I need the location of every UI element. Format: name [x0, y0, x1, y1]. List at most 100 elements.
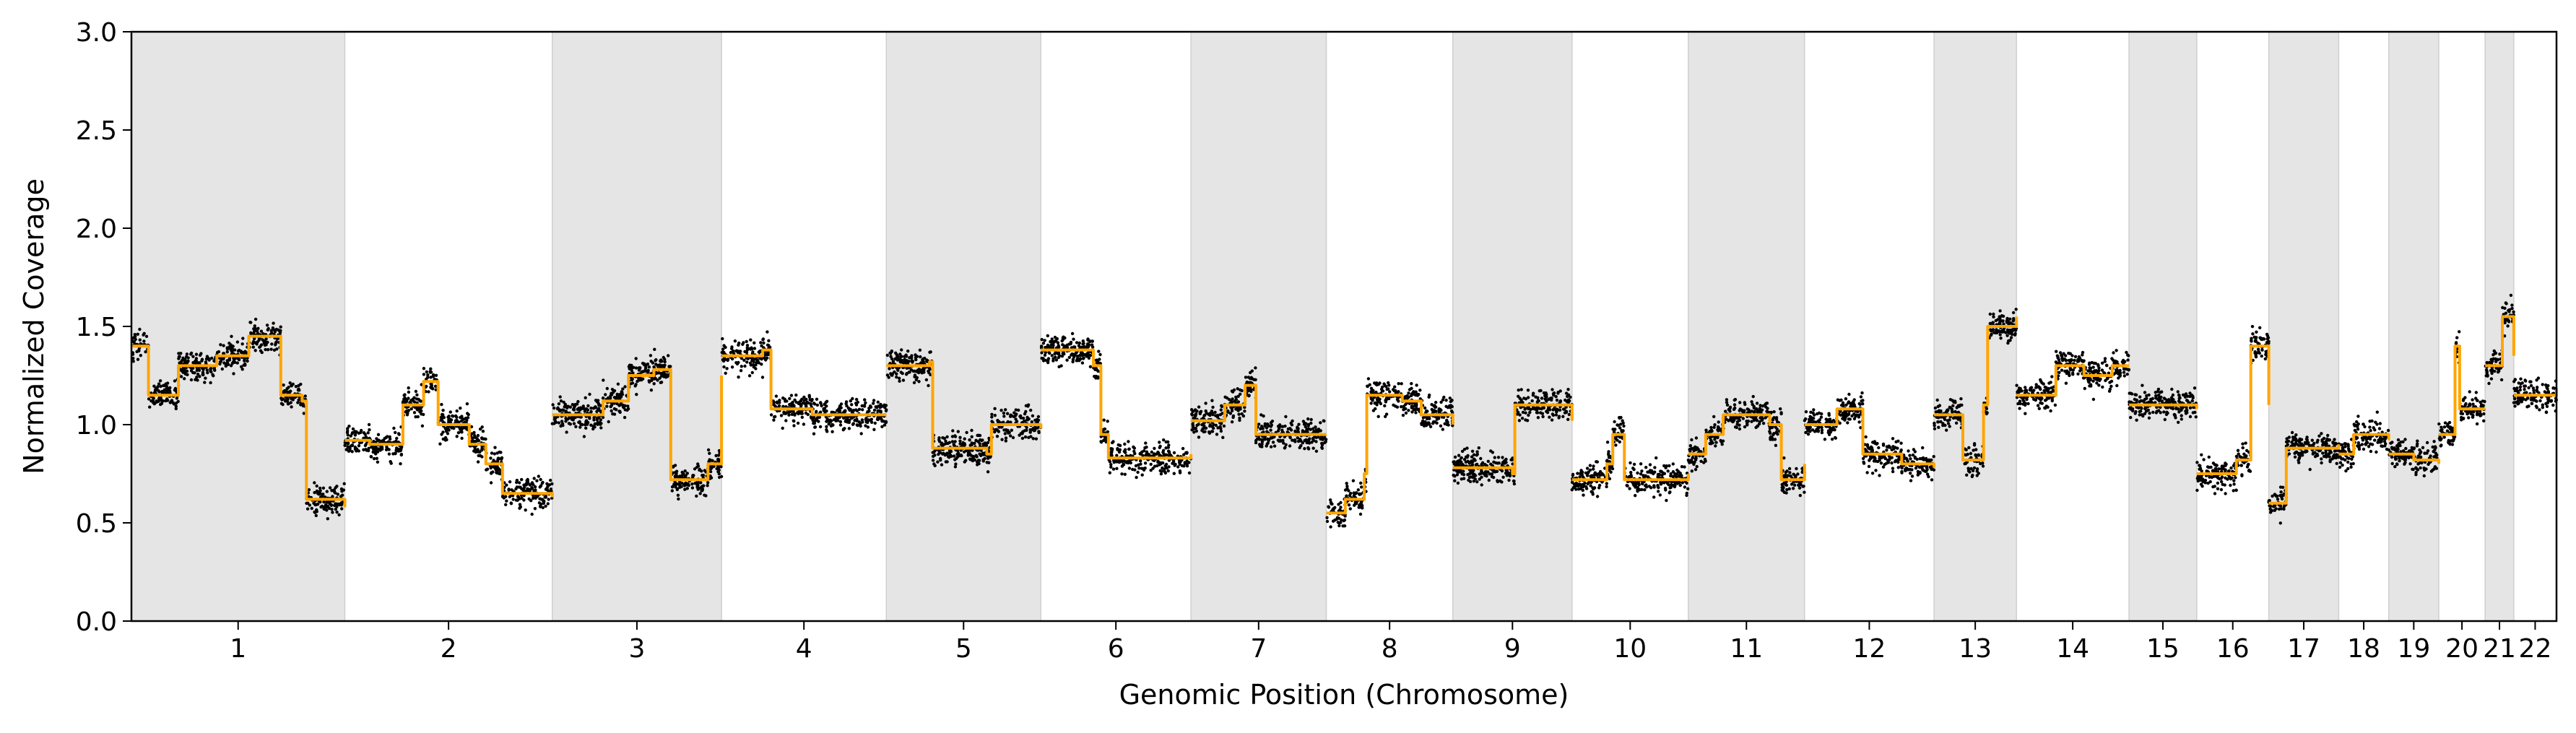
coverage-point: [716, 469, 720, 474]
coverage-point: [1611, 428, 1615, 431]
coverage-point: [749, 338, 753, 342]
coverage-point: [825, 409, 828, 413]
coverage-point: [734, 349, 738, 353]
coverage-point: [1090, 343, 1094, 347]
coverage-point: [253, 349, 257, 352]
coverage-point: [658, 376, 662, 380]
coverage-point: [508, 495, 512, 498]
coverage-point: [230, 362, 234, 365]
coverage-point: [131, 360, 135, 363]
coverage-point: [193, 371, 196, 375]
coverage-point: [700, 469, 703, 473]
coverage-point: [607, 420, 610, 424]
coverage-point: [1103, 428, 1106, 431]
coverage-point: [409, 407, 413, 411]
coverage-point: [706, 484, 709, 487]
coverage-point: [893, 357, 897, 361]
coverage-point: [1470, 455, 1474, 459]
coverage-point: [431, 387, 435, 391]
coverage-point: [706, 481, 710, 485]
coverage-point: [1036, 415, 1041, 419]
coverage-point: [1166, 440, 1170, 444]
coverage-point: [1070, 331, 1075, 336]
coverage-point: [1622, 424, 1626, 428]
coverage-point: [222, 344, 225, 347]
coverage-point: [1583, 481, 1587, 485]
coverage-point: [1314, 428, 1319, 432]
coverage-point: [725, 367, 729, 370]
coverage-point: [431, 373, 435, 377]
chromosome-band-9: [1452, 31, 1573, 622]
coverage-point: [321, 486, 326, 490]
coverage-point: [882, 423, 887, 427]
coverage-point: [533, 485, 537, 489]
coverage-point: [987, 436, 991, 441]
coverage-point: [533, 507, 537, 511]
coverage-point: [231, 352, 235, 355]
coverage-point: [815, 397, 819, 401]
coverage-point: [685, 487, 689, 490]
coverage-point: [201, 366, 204, 370]
coverage-point: [1234, 397, 1239, 402]
coverage-point: [375, 456, 378, 460]
coverage-point: [855, 419, 859, 422]
coverage-point: [1518, 396, 1522, 400]
coverage-point: [1238, 416, 1241, 420]
coverage-point: [1488, 472, 1491, 476]
coverage-point: [532, 482, 535, 487]
coverage-point: [966, 451, 971, 455]
coverage-point: [859, 432, 863, 435]
coverage-point: [673, 464, 677, 467]
coverage-point: [1668, 490, 1672, 494]
coverage-point: [767, 339, 771, 342]
coverage-point: [1309, 417, 1313, 422]
coverage-point: [384, 448, 389, 451]
coverage-point: [708, 451, 711, 455]
coverage-point: [684, 481, 688, 485]
coverage-point: [1353, 501, 1358, 505]
coverage-point: [339, 502, 342, 506]
coverage-point: [1564, 398, 1567, 402]
coverage-point: [1709, 438, 1713, 442]
coverage-point: [1262, 414, 1265, 418]
coverage-point: [609, 396, 612, 400]
coverage-point: [936, 460, 940, 464]
coverage-point: [1551, 408, 1555, 412]
coverage-point: [1465, 446, 1469, 450]
coverage-point: [290, 384, 293, 388]
coverage-point: [340, 507, 344, 511]
coverage-point: [1061, 338, 1065, 342]
coverage-point: [792, 419, 796, 423]
coverage-point: [455, 409, 459, 413]
coverage-point: [921, 357, 925, 361]
coverage-point: [281, 397, 285, 402]
coverage-point: [204, 376, 207, 380]
coverage-point: [963, 443, 967, 447]
coverage-point: [1483, 463, 1487, 467]
coverage-point: [1141, 454, 1145, 458]
coverage-point: [1178, 462, 1182, 467]
coverage-point: [315, 503, 318, 506]
coverage-point: [1189, 408, 1194, 412]
coverage-point: [1504, 471, 1509, 474]
coverage-point: [584, 420, 588, 423]
coverage-point: [388, 437, 392, 441]
coverage-point: [291, 398, 295, 402]
coverage-point: [1410, 410, 1414, 414]
coverage-point: [781, 426, 784, 430]
coverage-point: [1523, 407, 1527, 410]
coverage-point: [500, 456, 504, 460]
coverage-point: [766, 330, 769, 334]
coverage-point: [459, 407, 462, 410]
coverage-point: [984, 443, 988, 447]
coverage-point: [893, 370, 896, 374]
coverage-point: [440, 402, 443, 407]
coverage-point: [419, 406, 423, 409]
coverage-point: [1504, 457, 1508, 461]
coverage-point: [395, 436, 399, 441]
coverage-point: [1088, 365, 1093, 368]
coverage-point: [712, 464, 716, 468]
coverage-point: [318, 489, 322, 493]
coverage-point: [1582, 475, 1585, 479]
coverage-point: [426, 373, 430, 377]
